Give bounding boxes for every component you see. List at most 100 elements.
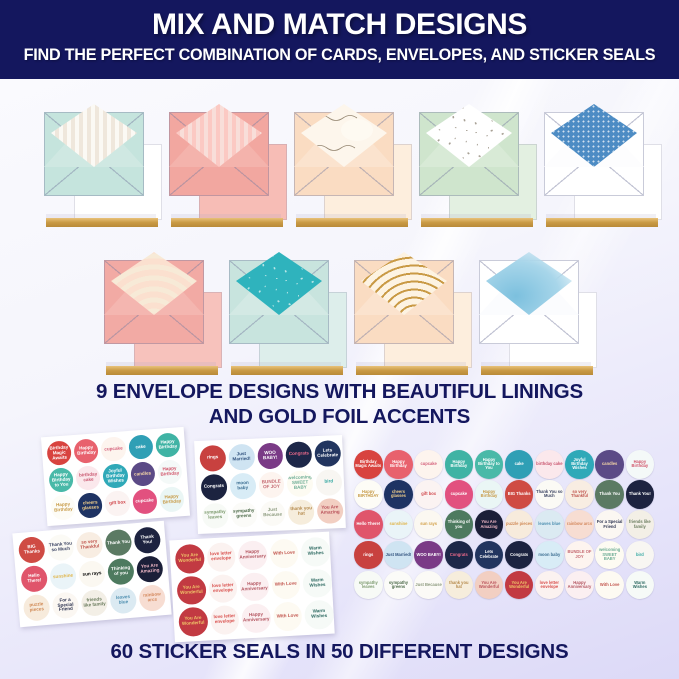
- sticker-seal[interactable]: thank you hat: [287, 498, 315, 526]
- sticker-seal[interactable]: BIG Thanks: [504, 480, 534, 509]
- sticker-seal[interactable]: candles: [595, 450, 624, 479]
- sticker-seal[interactable]: gift box: [104, 490, 131, 517]
- sticker-seal[interactable]: candles: [129, 461, 156, 488]
- sticker-seal[interactable]: Just Married!: [228, 443, 255, 471]
- sticker-seal[interactable]: You Are Wonderful: [474, 570, 504, 600]
- sticker-seal[interactable]: sunshine: [49, 562, 78, 591]
- sticker-seal[interactable]: leaves blue: [109, 586, 138, 615]
- sticker-seal[interactable]: love letter envelope: [209, 604, 240, 635]
- sticker-seal[interactable]: friends like family: [80, 588, 109, 617]
- sticker-seal[interactable]: Happy Birthday: [73, 438, 100, 465]
- sticker-seal[interactable]: so very Thankful: [565, 480, 594, 509]
- envelope-peach-gold-rainbow[interactable]: [354, 252, 472, 375]
- sticker-seal[interactable]: welcoming SWEET BABY: [595, 540, 624, 570]
- sticker-seal[interactable]: Happy BIRTHDAY: [354, 480, 383, 509]
- envelope-blush-striped[interactable]: [169, 104, 287, 227]
- envelope-mint-striped[interactable]: [44, 104, 162, 227]
- sticker-seal[interactable]: Thank You so Much: [535, 480, 564, 509]
- sticker-seal[interactable]: BUNDLE OF JOY: [565, 540, 594, 570]
- sticker-seal[interactable]: WOO BABY!: [414, 540, 443, 570]
- sticker-seal[interactable]: Happy Birthday: [474, 480, 504, 509]
- sticker-seal[interactable]: Thank You!: [133, 526, 162, 555]
- sticker-seal[interactable]: Congrats: [285, 441, 313, 469]
- sticker-seal[interactable]: cheers glasses: [77, 492, 104, 519]
- sticker-seal[interactable]: Happy Birthday: [50, 494, 77, 521]
- sticker-seal[interactable]: Just Because: [414, 570, 443, 600]
- sticker-seal[interactable]: BIG Thanks: [17, 535, 46, 564]
- sticker-seal[interactable]: Thinking of you: [106, 557, 135, 586]
- envelope-blush-arch[interactable]: [104, 252, 222, 375]
- sticker-seal[interactable]: puzzle pieces: [504, 510, 534, 539]
- sticker-seal[interactable]: Birthday Magic Awaits: [354, 450, 383, 479]
- sticker-seal[interactable]: Happy Birthday to You: [474, 450, 504, 479]
- sticker-seal[interactable]: Congrats: [200, 473, 228, 501]
- sticker-seal[interactable]: Hello There!: [20, 564, 49, 593]
- sticker-seal[interactable]: WOO BABY!: [256, 442, 284, 470]
- sticker-seal[interactable]: birthday cake: [75, 465, 102, 492]
- sticker-seal[interactable]: cake: [504, 450, 534, 479]
- sticker-seal[interactable]: Happy Birthday: [156, 459, 183, 486]
- sticker-seal[interactable]: Thinking of you: [444, 510, 474, 539]
- sticker-seal[interactable]: Happy Birthday: [444, 450, 474, 479]
- sticker-seal[interactable]: Happy Anniversary: [237, 540, 268, 571]
- sticker-seal[interactable]: Thank You: [595, 480, 624, 509]
- sticker-seal[interactable]: rainbow arcs: [138, 584, 167, 613]
- sticker-seal[interactable]: rings: [199, 444, 227, 472]
- sticker-seal[interactable]: Happy Birthday: [154, 432, 181, 459]
- sticker-seal[interactable]: With Love: [595, 570, 624, 600]
- envelope-sage-confetti[interactable]: [419, 104, 537, 227]
- sticker-seal[interactable]: Congrats: [444, 540, 474, 570]
- sticker-seal[interactable]: Happy Anniversary: [239, 571, 270, 602]
- sticker-seal[interactable]: sun rays: [414, 510, 443, 539]
- sticker-seal[interactable]: Happy Anniversary: [241, 603, 272, 634]
- sticker-seal[interactable]: Congrats: [504, 540, 534, 570]
- sticker-seal[interactable]: cupcake: [100, 436, 127, 463]
- sticker-seal[interactable]: With Love: [272, 601, 303, 632]
- sticker-seal[interactable]: puzzle pieces: [22, 593, 51, 622]
- sticker-seal[interactable]: You Are Amazing: [474, 510, 504, 539]
- sticker-seal[interactable]: sympathy leaves: [354, 570, 383, 600]
- sticker-seal[interactable]: so very Thankful: [75, 531, 104, 560]
- sticker-seal[interactable]: welcoming SWEET BABY: [286, 469, 314, 497]
- sticker-seal[interactable]: You Are Amazing: [316, 497, 344, 525]
- sticker-seal[interactable]: Thank You so Much: [46, 533, 75, 562]
- sticker-seal[interactable]: gift box: [414, 480, 443, 509]
- sticker-seal[interactable]: friends like family: [625, 510, 655, 539]
- envelope-white-blue-watercolor[interactable]: [479, 252, 597, 375]
- sticker-seal[interactable]: Just Married!: [384, 540, 413, 570]
- sticker-seal[interactable]: bird: [315, 468, 343, 496]
- sticker-seal[interactable]: cupcake: [444, 480, 474, 509]
- sticker-seal[interactable]: rainbow arcs: [565, 510, 594, 539]
- sticker-seal[interactable]: sympathy greens: [230, 501, 258, 528]
- sticker-seal[interactable]: Just Because: [259, 499, 286, 527]
- envelope-mint-teal-confetti[interactable]: [229, 252, 347, 375]
- sticker-seal[interactable]: Happy Birthday: [625, 450, 655, 479]
- sticker-seal[interactable]: sun rays: [77, 559, 107, 589]
- sticker-seal[interactable]: sympathy leaves: [201, 502, 229, 530]
- sticker-seal[interactable]: cupcake: [131, 488, 158, 515]
- sticker-seal[interactable]: Warm Wishes: [625, 570, 655, 600]
- sticker-seal[interactable]: Lets Celebrate: [314, 440, 342, 467]
- sticker-seal[interactable]: sunshine: [384, 510, 413, 539]
- sticker-seal[interactable]: Joyful Birthday Wishes: [565, 450, 594, 479]
- sticker-seal[interactable]: Thank You!: [625, 480, 655, 509]
- sticker-seal[interactable]: sympathy greens: [384, 570, 413, 600]
- envelope-white-blue-dot[interactable]: [544, 104, 662, 227]
- sticker-seal[interactable]: BUNDLE OF JOY: [257, 471, 285, 498]
- sticker-seal[interactable]: With Love: [269, 538, 300, 569]
- sticker-seal[interactable]: cake: [127, 434, 154, 461]
- sticker-seal[interactable]: Happy Birthday: [384, 450, 413, 479]
- sticker-seal[interactable]: Happy Birthday: [158, 486, 185, 513]
- sticker-seal[interactable]: rings: [354, 540, 383, 570]
- sticker-seal[interactable]: cupcake: [414, 450, 443, 479]
- sticker-seal[interactable]: moon baby: [229, 472, 257, 500]
- sticker-seal[interactable]: Hello There!: [354, 510, 383, 539]
- sticker-seal[interactable]: Warm Wishes: [304, 599, 335, 630]
- sticker-seal[interactable]: moon baby: [535, 540, 564, 570]
- sticker-seal[interactable]: cheers glasses: [384, 480, 413, 509]
- sticker-seal[interactable]: birthday cake: [535, 450, 564, 479]
- sticker-seal[interactable]: leaves blue: [535, 510, 564, 539]
- sticker-seal[interactable]: thank you hat: [444, 570, 474, 600]
- sticker-seal[interactable]: Happy Anniversary: [565, 570, 594, 600]
- sticker-seal[interactable]: Warm Wishes: [300, 536, 331, 567]
